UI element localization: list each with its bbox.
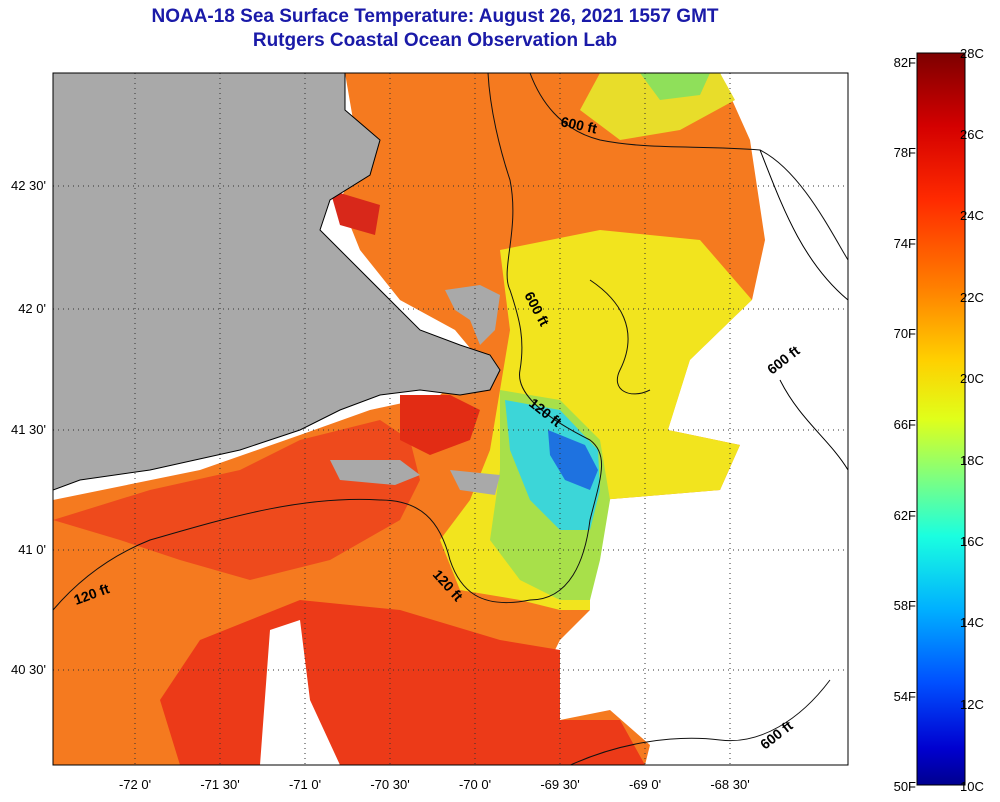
colorbar-f-label: 74F [893, 236, 916, 251]
sst-blue-core [548, 430, 598, 490]
colorbar-f-label: 66F [893, 417, 916, 432]
land-new-england [53, 73, 500, 490]
colorbar-c-label: 12C [960, 697, 984, 712]
lat-label: 42 30' [10, 178, 46, 193]
sst-red-bay [330, 190, 380, 235]
colorbar-c-label: 18C [960, 453, 984, 468]
colorbar-c-label: 20C [960, 371, 984, 386]
colorbar-c-label: 22C [960, 290, 984, 305]
colorbar-c-label: 14C [960, 615, 984, 630]
land-cape-cod [445, 285, 500, 345]
map-subtitle: Rutgers Coastal Ocean Observation Lab [252, 30, 618, 51]
sst-red-south [53, 420, 420, 580]
colorbar-c-label: 24C [960, 208, 984, 223]
map-area [53, 73, 848, 765]
colorbar-c-label: 26C [960, 127, 984, 142]
lon-label: -70 30' [370, 777, 410, 792]
lon-label: -68 30' [710, 777, 750, 792]
colorbar-c-label: 28C [960, 46, 984, 61]
lon-label: -72 0' [118, 777, 152, 792]
sst-green-north [640, 73, 710, 100]
lat-label: 42 0' [18, 301, 46, 316]
lat-label: 41 30' [10, 422, 46, 437]
land-islands [330, 460, 500, 495]
colorbar [916, 52, 966, 786]
lat-label: 41 0' [18, 542, 46, 557]
graticule [53, 73, 848, 765]
colorbar-f-label: 58F [893, 598, 916, 613]
map-title: NOAA-18 Sea Surface Temperature: August … [151, 6, 719, 27]
lon-label: -69 0' [628, 777, 662, 792]
lon-label: -71 30' [200, 777, 240, 792]
colorbar-f-label: 50F [893, 779, 916, 794]
no-data-east [668, 300, 752, 440]
contour-label: 600 ft [559, 113, 598, 136]
colorbar-f-label: 54F [893, 689, 916, 704]
sst-red-cape [400, 395, 480, 455]
colorbar-f-label: 62F [893, 508, 916, 523]
colorbar-f-label: 70F [893, 326, 916, 341]
colorbar-f-label: 78F [893, 145, 916, 160]
colorbar-c-label: 10C [960, 779, 984, 794]
lon-label: -69 30' [540, 777, 580, 792]
lon-label: -70 0' [458, 777, 492, 792]
colorbar-c-label: 16C [960, 534, 984, 549]
colorbar-f-label: 82F [893, 55, 916, 70]
lat-label: 40 30' [10, 662, 46, 677]
coastline [53, 73, 848, 491]
lon-label: -71 0' [288, 777, 322, 792]
map-frame [52, 72, 849, 766]
bathymetry-contours [53, 73, 848, 765]
no-data-south [260, 620, 340, 765]
